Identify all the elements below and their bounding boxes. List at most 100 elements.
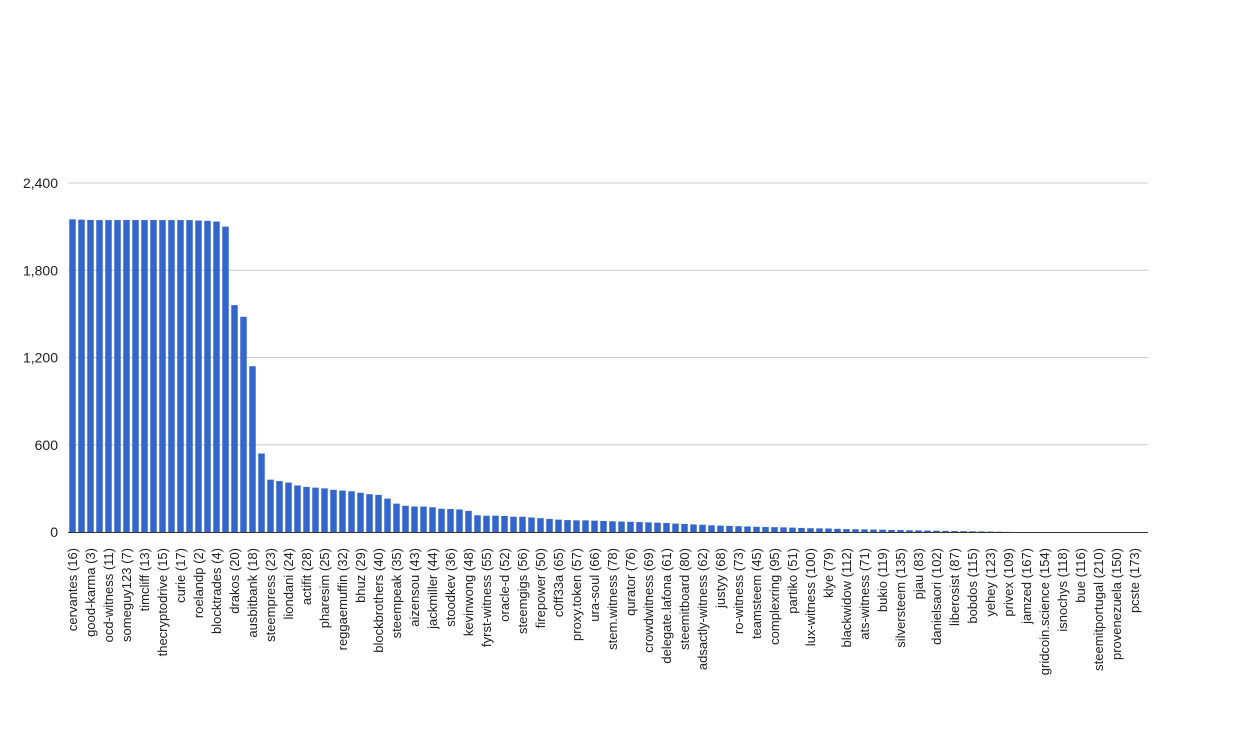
bar <box>600 520 607 532</box>
bar <box>501 516 508 532</box>
bar <box>186 220 193 532</box>
x-tick-label: ausbitbank (18) <box>245 548 260 638</box>
bar <box>546 518 553 532</box>
x-tick-label: actifit (28) <box>299 548 314 605</box>
bar <box>906 530 913 532</box>
bar <box>429 507 436 532</box>
bar <box>321 488 328 533</box>
x-tick-label: roelandp (2) <box>191 548 206 618</box>
x-tick-label: steemitboard (80) <box>677 548 692 650</box>
x-tick-label: thecryptodrive (15) <box>155 548 170 656</box>
bar <box>123 220 130 532</box>
bar <box>537 518 544 532</box>
bar <box>411 506 418 532</box>
x-tick-label: stoodkev (36) <box>443 548 458 627</box>
bar <box>330 489 337 532</box>
x-tick-label: isnochys (118) <box>1055 548 1070 632</box>
x-tick-label: liberosist (87) <box>947 548 962 626</box>
x-tick-label: steemgigs (56) <box>515 548 530 634</box>
x-tick-label: liondani (24) <box>281 548 296 620</box>
y-tick-label: 2,400 <box>23 175 58 191</box>
x-tick-label: blocktrades (4) <box>209 548 224 634</box>
bar <box>951 530 958 532</box>
x-tick-label: jackmiller (44) <box>425 548 440 630</box>
bar <box>933 530 940 532</box>
bar <box>573 520 580 532</box>
bar <box>807 528 814 532</box>
x-tick-label: pjau (83) <box>911 548 926 599</box>
bar <box>591 520 598 532</box>
bar <box>285 482 292 532</box>
x-tick-label: complexring (95) <box>767 548 782 645</box>
x-tick-label: silversteem (135) <box>893 548 908 648</box>
x-tick-label: aizensou (43) <box>407 548 422 627</box>
bar <box>159 220 166 532</box>
bar <box>114 220 121 532</box>
bar <box>78 219 85 532</box>
x-tick-label: crowdwitness (69) <box>641 548 656 653</box>
bar <box>438 508 445 532</box>
bar <box>825 528 832 532</box>
x-tick-label: pcste (173) <box>1127 548 1142 613</box>
bar <box>816 528 823 532</box>
x-tick-label: good-karma (3) <box>83 548 98 637</box>
bar <box>843 529 850 532</box>
bar <box>978 531 985 532</box>
bar <box>771 527 778 532</box>
x-tick-label: steemitportugal (210) <box>1091 548 1106 671</box>
bar <box>312 487 319 532</box>
bar <box>555 519 562 532</box>
x-tick-label: steempress (23) <box>263 548 278 642</box>
bar <box>672 523 679 532</box>
bar <box>699 524 706 532</box>
bar <box>384 498 391 532</box>
x-tick-label: bhuz (29) <box>353 548 368 603</box>
bar <box>654 522 661 532</box>
bar <box>348 491 355 532</box>
bar <box>969 531 976 532</box>
x-tick-label: blackwidow (112) <box>839 548 854 647</box>
bar <box>942 530 949 532</box>
y-tick-label: 1,800 <box>23 262 58 278</box>
bar <box>915 530 922 532</box>
bar <box>762 527 769 532</box>
bar <box>96 220 103 532</box>
bar <box>420 506 427 532</box>
x-tick-label: teamsteem (45) <box>749 548 764 639</box>
x-tick-label: adsactly-witness (62) <box>695 548 710 670</box>
bar <box>924 530 931 532</box>
x-tick-label: fyrst-witness (55) <box>479 548 494 647</box>
bar <box>870 529 877 532</box>
x-tick-label: someguy123 (7) <box>119 548 134 642</box>
x-tick-label: partiko (51) <box>785 548 800 614</box>
bar <box>888 529 895 532</box>
bar <box>222 226 229 533</box>
bar <box>240 316 247 532</box>
x-tick-label: firepower (50) <box>533 548 548 628</box>
x-tick-label: ro-witness (73) <box>731 548 746 634</box>
bar <box>735 526 742 532</box>
bar <box>258 453 265 532</box>
bar <box>366 494 373 532</box>
x-tick-label: kevinwong (48) <box>461 548 476 636</box>
bar <box>897 530 904 532</box>
x-tick-label: stem.witness (78) <box>605 548 620 650</box>
x-tick-label: jamzed (167) <box>1019 548 1034 625</box>
bar <box>663 522 670 532</box>
bar <box>582 520 589 532</box>
x-tick-label: drakos (20) <box>227 548 242 614</box>
x-tick-label: ats-witness (71) <box>857 548 872 640</box>
bar <box>753 526 760 532</box>
bar <box>780 527 787 532</box>
bar <box>267 479 274 532</box>
bar <box>69 219 76 532</box>
x-tick-label: pharesim (25) <box>317 548 332 628</box>
x-tick-label: yehey (123) <box>983 548 998 617</box>
bar <box>879 529 886 532</box>
x-tick-label: c0ff33a (65) <box>551 548 566 617</box>
x-tick-label: timcliff (13) <box>137 548 152 611</box>
x-tick-label: reggaemuffin (32) <box>335 548 350 650</box>
bar <box>375 494 382 532</box>
x-tick-label: qurator (76) <box>623 548 638 616</box>
